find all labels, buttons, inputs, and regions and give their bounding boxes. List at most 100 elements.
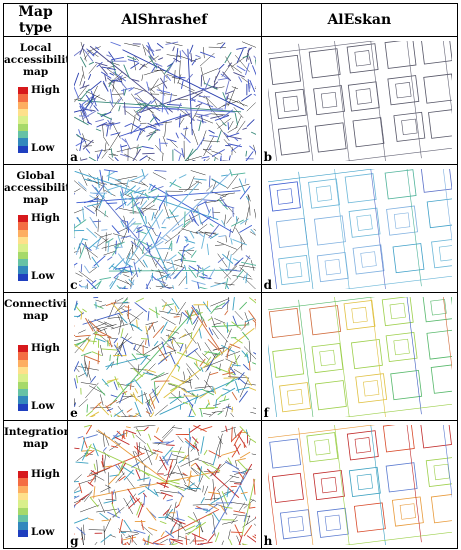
building-block	[320, 476, 337, 494]
street-segment	[162, 303, 175, 307]
street-segment	[231, 219, 245, 227]
building-block	[362, 380, 379, 397]
street-segment	[104, 73, 107, 82]
street-segment	[105, 484, 112, 489]
building-block	[430, 238, 452, 269]
street-segment	[133, 187, 141, 194]
street-segment	[126, 426, 132, 429]
street-segment	[230, 354, 241, 371]
street-segment	[153, 194, 160, 203]
street-segment	[145, 325, 149, 335]
street-segment	[103, 250, 117, 256]
street-segment	[136, 319, 138, 328]
street-segment	[235, 227, 246, 245]
street-segment	[200, 53, 215, 67]
street-segment	[176, 510, 179, 521]
street-segment	[159, 459, 177, 461]
scale-swatch	[18, 236, 28, 245]
street-segment	[218, 438, 222, 459]
street-segment	[188, 404, 194, 417]
street-segment	[229, 120, 234, 129]
street-segment	[222, 92, 227, 101]
street-segment	[159, 92, 178, 96]
street-segment	[159, 102, 168, 108]
color-scale-bar	[18, 345, 28, 411]
street-segment	[138, 245, 146, 256]
street-segment	[98, 304, 107, 308]
street-segment	[172, 454, 190, 460]
street-segment	[201, 140, 220, 143]
street-segment	[159, 310, 181, 316]
street-segment	[242, 331, 250, 340]
street-segment	[153, 62, 163, 67]
street-segment	[131, 353, 138, 361]
street-segment	[126, 408, 133, 413]
street-segment	[123, 536, 137, 541]
street-segment	[79, 43, 85, 55]
street-segment	[74, 361, 80, 372]
street-segment	[111, 75, 124, 83]
street-segment	[181, 388, 188, 394]
street-segment	[224, 96, 228, 110]
street-segment	[140, 180, 149, 187]
street-segment	[161, 316, 176, 325]
street-segment	[195, 54, 201, 58]
street-segment	[203, 449, 208, 456]
street-segment	[222, 405, 232, 410]
building-block	[354, 437, 371, 454]
street-segment	[232, 297, 235, 311]
street-segment	[203, 359, 224, 368]
street-segment	[130, 393, 144, 405]
street-segment	[161, 285, 173, 289]
street-segment	[83, 48, 94, 62]
street-segment	[253, 352, 257, 355]
street-segment	[237, 434, 247, 448]
street-segment	[109, 100, 114, 108]
street-segment	[252, 65, 257, 76]
street-segment	[96, 386, 106, 396]
street-segment	[184, 482, 195, 491]
scale-low-label: Low	[31, 400, 55, 412]
color-scale-bar	[18, 471, 28, 537]
map-panel-alshrashef: e	[67, 292, 262, 421]
street-segment	[215, 399, 218, 408]
street-segment	[297, 171, 315, 289]
street-segment	[212, 514, 216, 537]
street-segment	[236, 386, 250, 391]
building-block	[275, 217, 308, 248]
street-segment	[246, 429, 248, 435]
map-type-cell: Local accessibility map High Low	[2, 36, 69, 165]
street-segment	[229, 343, 241, 349]
street-segment	[234, 112, 239, 126]
street-segment	[99, 122, 115, 127]
building-block	[287, 516, 304, 533]
street-segment	[118, 475, 126, 482]
street-segment	[92, 467, 111, 476]
street-segment	[207, 468, 240, 498]
street-segment	[148, 433, 152, 441]
street-segment	[222, 100, 239, 107]
street-segment	[333, 425, 350, 545]
street-segment	[85, 284, 87, 289]
street-segment	[217, 241, 238, 250]
street-segment	[202, 319, 208, 327]
building-block	[392, 111, 425, 142]
street-segment	[102, 124, 104, 137]
street-segment	[134, 238, 137, 249]
street-segment	[207, 358, 214, 371]
scale-high-label: High	[31, 212, 60, 224]
street-segment	[229, 277, 239, 287]
street-segment	[167, 272, 175, 278]
street-segment	[229, 228, 232, 238]
street-segment	[245, 255, 251, 260]
street-segment	[167, 63, 173, 67]
street-segment	[253, 94, 257, 96]
street-segment	[217, 253, 228, 268]
street-segment	[171, 501, 177, 522]
street-segment	[217, 411, 223, 416]
street-segment	[205, 403, 210, 409]
street-segment	[189, 214, 194, 223]
street-segment	[238, 76, 243, 83]
street-segment	[140, 356, 148, 365]
street-segment	[224, 52, 232, 64]
